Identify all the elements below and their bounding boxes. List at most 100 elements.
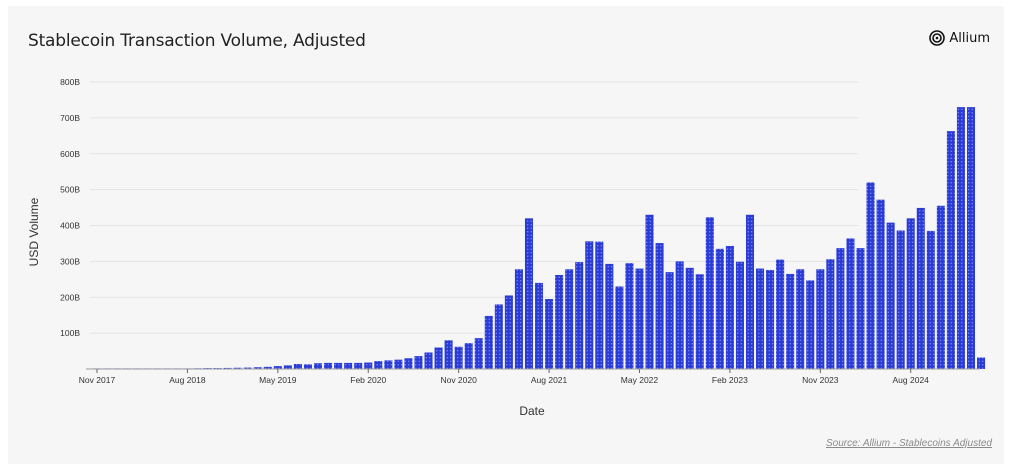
x-axis-title: Date <box>519 404 545 418</box>
bar <box>936 205 945 369</box>
bar <box>434 347 443 369</box>
brand-name: Allium <box>949 30 990 46</box>
y-axis-title: USD Volume <box>27 197 41 266</box>
bar <box>565 269 574 369</box>
bar <box>545 299 554 369</box>
bar <box>404 358 413 369</box>
bar <box>585 241 594 369</box>
x-tick-label: Aug 2018 <box>169 375 206 385</box>
bar <box>293 363 302 369</box>
bar <box>776 259 785 369</box>
bar <box>796 269 805 369</box>
bar <box>806 280 815 369</box>
bar <box>745 214 755 369</box>
bar <box>283 365 292 369</box>
x-tick-label: Aug 2024 <box>893 375 930 385</box>
bar <box>675 261 684 369</box>
x-tick-label: Nov 2017 <box>79 375 116 385</box>
bar <box>555 275 564 369</box>
bar <box>454 346 463 369</box>
bar <box>756 268 765 369</box>
bar <box>414 356 423 369</box>
bar <box>474 338 483 369</box>
bar <box>926 230 935 369</box>
bar <box>334 362 343 369</box>
bar <box>886 222 895 369</box>
x-tick-label: Nov 2023 <box>802 375 839 385</box>
bar <box>685 267 694 369</box>
x-tick-label: May 2022 <box>621 375 659 385</box>
bar <box>253 367 262 369</box>
bar <box>364 362 373 369</box>
y-tick-label: 400B <box>60 221 80 231</box>
bar <box>856 248 865 369</box>
y-tick-label: 200B <box>60 292 80 302</box>
bar <box>896 230 905 369</box>
bar <box>956 107 965 370</box>
bar <box>826 259 835 369</box>
bar <box>524 218 533 369</box>
x-tick-label: Feb 2020 <box>350 375 386 385</box>
bar <box>233 367 242 369</box>
bar <box>615 286 624 369</box>
bar <box>786 273 795 369</box>
bar <box>635 268 644 369</box>
bar <box>504 295 513 369</box>
bar <box>766 269 775 369</box>
brand-logo: Allium <box>929 30 990 46</box>
bar <box>243 367 252 369</box>
bar <box>263 366 272 369</box>
x-tick-label: Nov 2020 <box>440 375 477 385</box>
bar <box>816 269 825 369</box>
bar <box>966 107 976 370</box>
bar <box>846 238 855 369</box>
bar <box>324 362 333 369</box>
bar <box>514 269 523 369</box>
bar <box>535 282 544 369</box>
bar <box>876 199 885 369</box>
bar <box>605 263 614 369</box>
bar <box>715 248 724 369</box>
bar <box>725 245 734 369</box>
bar <box>464 343 473 369</box>
bar <box>424 352 433 369</box>
bar <box>354 362 363 369</box>
y-tick-label: 500B <box>60 185 80 195</box>
x-tick-label: May 2019 <box>259 375 297 385</box>
bar <box>575 262 584 369</box>
bar <box>735 261 744 369</box>
bar <box>645 214 654 369</box>
bar <box>344 362 353 369</box>
allium-logo-icon <box>929 30 946 46</box>
bar <box>273 366 282 369</box>
bar <box>384 360 393 369</box>
bar <box>866 182 875 369</box>
bar <box>906 218 915 369</box>
bar <box>695 274 704 369</box>
chart-title: Stablecoin Transaction Volume, Adjusted <box>28 31 366 51</box>
bar <box>665 272 674 369</box>
x-tick-label: Feb 2023 <box>712 375 748 385</box>
bar <box>484 315 493 369</box>
bar <box>836 248 845 369</box>
bar <box>655 243 664 369</box>
bar <box>223 367 232 369</box>
bar <box>916 207 925 369</box>
bar <box>595 241 604 369</box>
bar <box>374 361 383 369</box>
bar <box>946 131 955 369</box>
bar <box>625 263 634 369</box>
source-link[interactable]: Source: Allium - Stablecoins Adjusted <box>825 438 992 449</box>
x-tick-label: Aug 2021 <box>531 375 568 385</box>
y-tick-label: 100B <box>60 328 80 338</box>
bar <box>977 357 986 369</box>
chart-card: 100B 200B 300B 400B 500B 600B 700B 800B Nov 2017… <box>8 6 1004 464</box>
bar <box>303 364 312 369</box>
bar <box>494 304 503 369</box>
y-tick-label: 700B <box>60 113 80 123</box>
bar <box>444 340 453 369</box>
bar <box>394 359 403 369</box>
bar-chart: 100B 200B 300B 400B 500B 600B 700B 800B Nov 2017… <box>27 77 986 418</box>
bar <box>705 217 714 369</box>
y-tick-label: 600B <box>60 149 80 159</box>
